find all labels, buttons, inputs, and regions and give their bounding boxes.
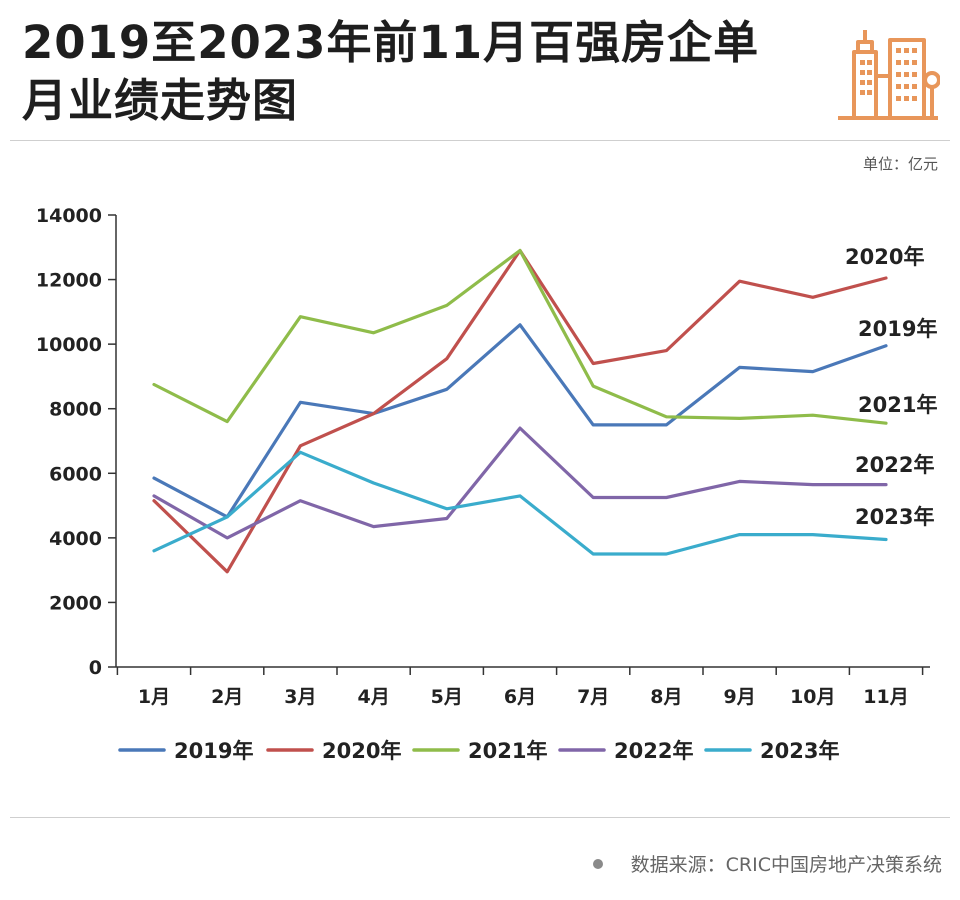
series-end-label: 2022年 [855,453,934,477]
series-end-label: 2020年 [845,245,924,269]
series-line-2020年 [152,248,888,574]
x-tick-label: 10月 [790,686,835,708]
y-tick-label: 14000 [36,205,102,227]
legend-label: 2023年 [760,739,839,763]
legend-label: 2019年 [174,739,253,763]
x-tick-label: 1月 [138,686,170,708]
series-end-label: 2021年 [858,393,937,417]
x-tick-label: 7月 [577,686,609,708]
x-tick-label: 9月 [723,686,755,708]
series-line-2022年 [152,426,888,540]
title-line-1: 2019至2023年前11月百强房企单 [22,16,760,69]
title-line-2: 月业绩走势图 [22,74,299,127]
y-tick-label: 2000 [49,592,102,614]
x-tick-label: 11月 [863,686,908,708]
x-tick-label: 8月 [650,686,682,708]
legend-label: 2020年 [322,739,401,763]
unit-label: 单位：亿元 [862,155,938,173]
y-tick-label: 4000 [49,528,102,550]
y-tick-label: 12000 [36,270,102,292]
legend-label: 2022年 [614,739,693,763]
y-tick-label: 0 [89,657,102,679]
y-tick-label: 10000 [36,334,102,356]
series-line-2019年 [152,323,888,519]
series-end-label: 2019年 [858,317,937,341]
x-tick-label: 3月 [284,686,316,708]
y-tick-label: 6000 [49,463,102,485]
x-tick-label: 4月 [357,686,389,708]
header-divider [10,140,950,141]
x-tick-label: 6月 [504,686,536,708]
series-line-2021年 [152,248,888,425]
x-tick-label: 5月 [431,686,463,708]
data-source: 数据来源：CRIC中国房地产决策系统 [592,850,942,877]
building-icon [838,30,940,120]
series-line-2023年 [152,450,888,556]
x-tick-label: 2月 [211,686,243,708]
footer-divider [10,817,950,818]
source-text: 数据来源：CRIC中国房地产决策系统 [630,854,942,876]
legend-label: 2021年 [468,739,547,763]
series-end-label: 2023年 [855,505,934,529]
page-title: 2019至2023年前11月百强房企单 月业绩走势图 [22,14,822,130]
bullet-icon [592,858,603,869]
y-tick-label: 8000 [49,399,102,421]
